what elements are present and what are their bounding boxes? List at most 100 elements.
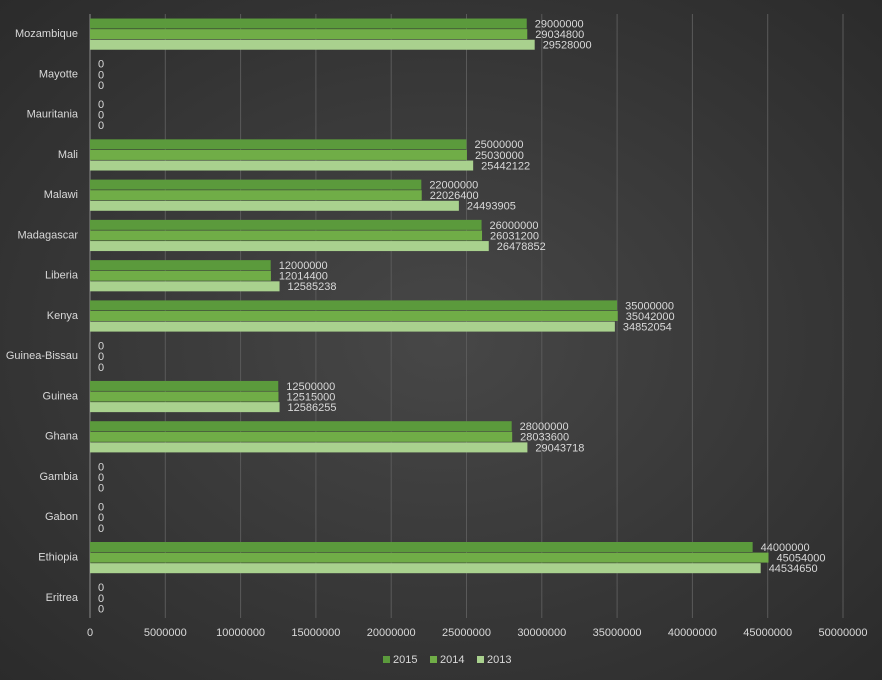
- y-tick-label: Ethiopia: [38, 552, 79, 564]
- y-tick-label: Gabon: [45, 511, 78, 523]
- data-label: 26031200: [490, 230, 539, 242]
- bar: [90, 281, 280, 292]
- y-tick-label: Ghana: [45, 431, 79, 443]
- data-label: 29034800: [535, 29, 584, 41]
- data-label: 0: [98, 59, 104, 71]
- bar: [90, 190, 422, 201]
- bar: [90, 160, 474, 171]
- data-label: 0: [98, 80, 104, 92]
- data-label: 0: [98, 502, 104, 514]
- bar: [90, 300, 618, 311]
- data-label: 22026400: [430, 190, 479, 202]
- x-tick-label: 5000000: [144, 627, 187, 639]
- bar: [90, 402, 280, 413]
- y-tick-label: Liberia: [45, 270, 79, 282]
- data-label: 44000000: [761, 542, 810, 554]
- x-tick-label: 0: [87, 627, 93, 639]
- data-label: 12014400: [279, 271, 328, 283]
- data-label: 35042000: [626, 311, 675, 323]
- data-label: 0: [98, 603, 104, 615]
- data-label: 0: [98, 523, 104, 535]
- y-tick-label: Eritrea: [46, 592, 79, 604]
- data-label: 0: [98, 593, 104, 605]
- legend-swatch: [477, 656, 484, 663]
- data-label: 34852054: [623, 322, 672, 334]
- data-label: 0: [98, 351, 104, 363]
- bar: [90, 270, 271, 281]
- bar: [90, 542, 753, 552]
- bar: [90, 421, 512, 432]
- data-label: 0: [98, 483, 104, 495]
- bar: [90, 391, 279, 402]
- y-tick-label: Mayotte: [39, 68, 78, 80]
- bar: [90, 149, 467, 160]
- data-label: 0: [98, 341, 104, 353]
- bar: [90, 139, 467, 150]
- x-tick-label: 15000000: [291, 627, 340, 639]
- bar: [90, 442, 528, 453]
- data-label: 29000000: [535, 18, 584, 30]
- x-tick-label: 25000000: [442, 627, 491, 639]
- data-label: 12000000: [279, 260, 328, 272]
- data-label: 28033600: [520, 432, 569, 444]
- y-tick-label: Mali: [58, 149, 78, 161]
- bar: [90, 179, 422, 190]
- x-tick-label: 45000000: [743, 627, 792, 639]
- bar: [90, 241, 489, 252]
- x-tick-label: 40000000: [668, 627, 717, 639]
- legend-label: 2015: [393, 654, 417, 666]
- x-tick-label: 35000000: [593, 627, 642, 639]
- bar: [90, 29, 528, 40]
- data-label: 29528000: [543, 40, 592, 52]
- data-label: 0: [98, 582, 104, 594]
- legend-swatch: [430, 656, 437, 663]
- data-label: 0: [98, 120, 104, 132]
- y-tick-label: Madagascar: [17, 229, 78, 241]
- bar: [90, 18, 527, 29]
- data-label: 35000000: [625, 300, 674, 312]
- data-label: 0: [98, 99, 104, 111]
- bar: [90, 260, 271, 271]
- x-tick-label: 30000000: [517, 627, 566, 639]
- y-tick-label: Mauritania: [27, 109, 79, 121]
- data-label: 22000000: [429, 180, 478, 192]
- bar: [90, 431, 513, 442]
- data-label: 12586255: [288, 402, 337, 414]
- data-label: 12515000: [286, 391, 335, 403]
- data-label: 12500000: [286, 381, 335, 393]
- bar: [90, 321, 615, 332]
- data-label: 44534650: [769, 563, 818, 575]
- bar: [90, 219, 482, 230]
- x-tick-label: 50000000: [819, 627, 868, 639]
- data-label: 45054000: [777, 553, 826, 565]
- data-label: 0: [98, 461, 104, 473]
- data-label: 0: [98, 472, 104, 484]
- data-label: 26000000: [490, 220, 539, 232]
- x-tick-label: 10000000: [216, 627, 265, 639]
- legend-label: 2013: [487, 654, 511, 666]
- legend-swatch: [383, 656, 390, 663]
- bar: [90, 230, 483, 241]
- y-tick-label: Guinea: [43, 390, 79, 402]
- data-label: 29043718: [535, 442, 584, 454]
- bar: [90, 380, 279, 391]
- bar: [90, 200, 459, 211]
- data-label: 28000000: [520, 421, 569, 433]
- data-label: 25030000: [475, 150, 524, 162]
- legend-label: 2014: [440, 654, 464, 666]
- y-tick-label: Guinea-Bissau: [6, 350, 78, 362]
- data-label: 24493905: [467, 201, 516, 213]
- y-tick-label: Gambia: [39, 471, 78, 483]
- bar: [90, 563, 761, 574]
- bar: [90, 552, 769, 563]
- data-label: 0: [98, 110, 104, 122]
- data-label: 26478852: [497, 241, 546, 253]
- bar: [90, 311, 618, 321]
- data-label: 25442122: [481, 160, 530, 172]
- y-tick-label: Kenya: [47, 310, 79, 322]
- data-label: 0: [98, 362, 104, 374]
- y-tick-label: Mozambique: [15, 28, 78, 40]
- x-tick-label: 20000000: [367, 627, 416, 639]
- data-label: 0: [98, 512, 104, 524]
